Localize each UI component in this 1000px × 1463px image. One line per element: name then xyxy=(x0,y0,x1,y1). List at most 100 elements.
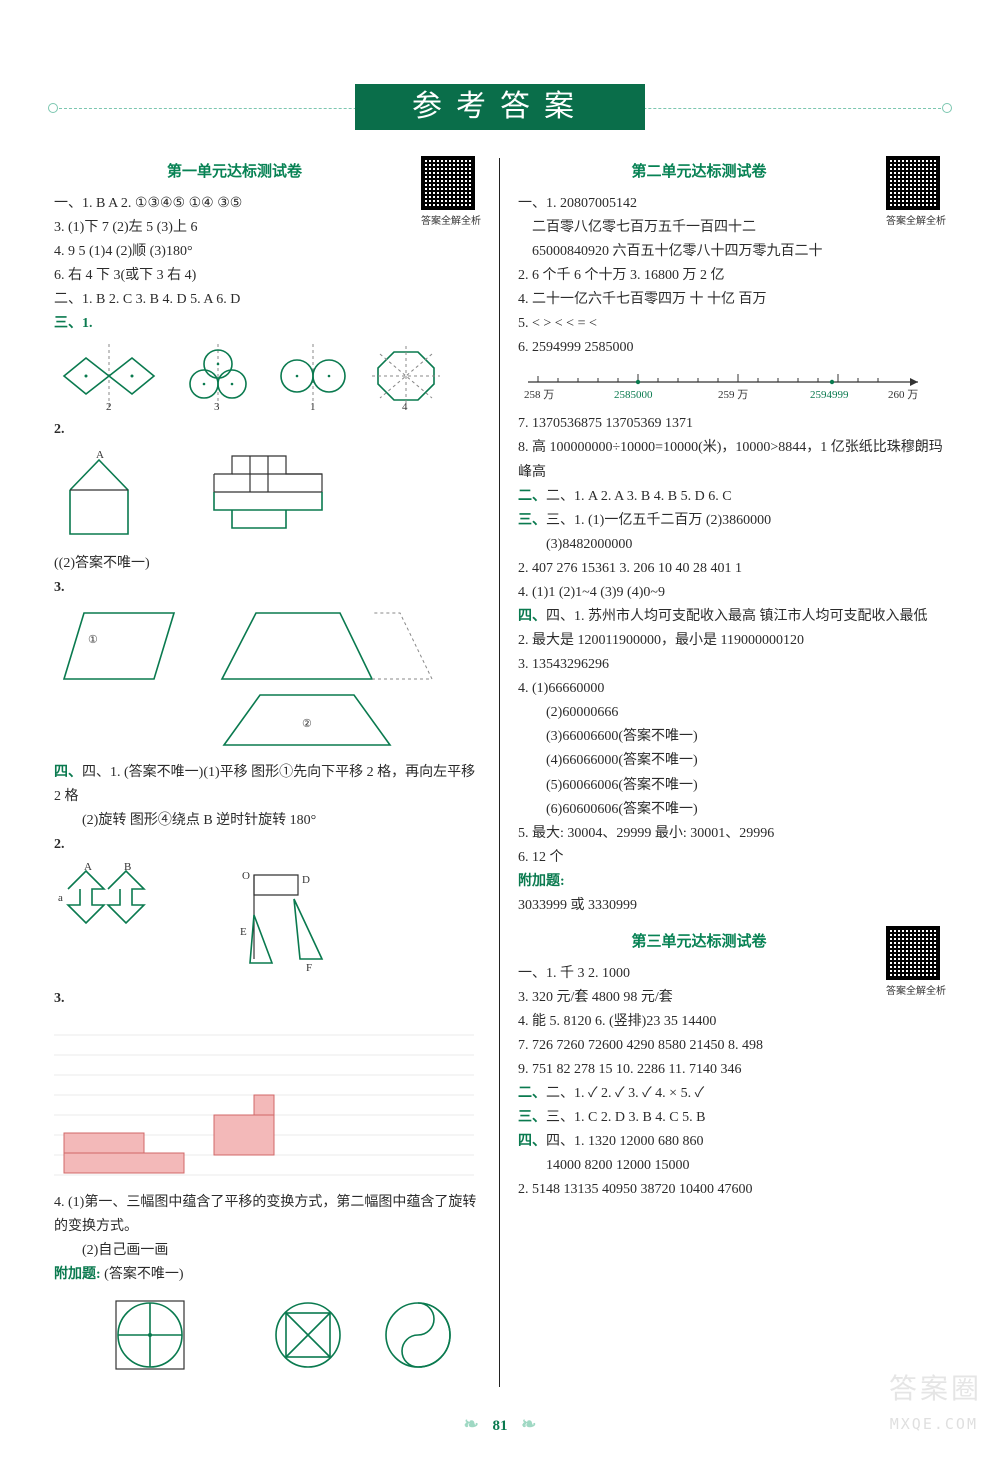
u3-line: 4. 能 5. 8120 6. (竖排)23 35 14400 xyxy=(518,1010,946,1034)
t: 三、1. (1)一亿五千二百万 (2)3860000 xyxy=(546,513,771,528)
u2-line: 7. 1370536875 13705369 1371 xyxy=(518,412,946,436)
u1-line: 四、四、1. (答案不唯一)(1)平移 图形①先向下平移 2 格，再向左平移 2… xyxy=(54,761,481,809)
qr-unit1: 答案全解全析 xyxy=(421,156,481,230)
u1-fig-gridblocks xyxy=(54,1015,481,1185)
u1-line: 4. 9 5 (1)4 (2)顺 (3)180° xyxy=(54,240,481,264)
u2-line: 2. 最大是 120011900000，最小是 119000000120 xyxy=(518,629,946,653)
svg-text:4: 4 xyxy=(402,401,408,412)
footer-ornament-icon: ❧ xyxy=(454,1414,489,1434)
u3-line: 三、三、1. C 2. D 3. B 4. C 5. B xyxy=(518,1106,946,1130)
u2-number-line: 258 万 2585000 259 万 2594999 260 万 xyxy=(518,364,946,406)
u2-line: 三、三、1. (1)一亿五千二百万 (2)3860000 xyxy=(518,509,946,533)
u2-line: 5. 最大: 30004、29999 最小: 30001、29996 xyxy=(518,822,946,846)
svg-text:258 万: 258 万 xyxy=(524,389,554,401)
footer-ornament-icon: ❧ xyxy=(511,1414,546,1434)
u1-sec3-label: 三、1. xyxy=(54,316,93,331)
page-number: 81 xyxy=(493,1418,508,1434)
u2-line: 3. 13543296296 xyxy=(518,653,946,677)
u1-fig-rotation: AB a OD E F xyxy=(54,861,481,981)
u3-line: 一、1. 千 3 2. 1000 xyxy=(518,962,946,986)
svg-text:F: F xyxy=(306,962,312,974)
u2-line: 5. < > < < = < xyxy=(518,312,946,336)
u2-line: (3)66006600(答案不唯一) xyxy=(518,725,946,749)
qr-unit3: 答案全解全析 xyxy=(886,926,946,1000)
u3-line: 二、二、1. ✓ 2. ✓ 3. ✓ 4. × 5. ✓ xyxy=(518,1082,946,1106)
u2-line: 4. 二十一亿六千七百零四万 十 十亿 百万 xyxy=(518,288,946,312)
qr-code-icon xyxy=(421,156,475,210)
u2-line: 4. (1)66660000 xyxy=(518,677,946,701)
u1-note: ((2)答案不唯一) xyxy=(54,552,481,576)
unit1-title: 第一单元达标测试卷 xyxy=(54,160,481,186)
u2-line: 8. 高 100000000÷10000=10000(米)，10000>8844… xyxy=(518,436,946,484)
u3-line: 四、四、1. 1320 12000 680 860 xyxy=(518,1130,946,1154)
svg-text:1: 1 xyxy=(310,401,316,412)
u2-line: 2. 6 个千 6 个十万 3. 16800 万 2 亿 xyxy=(518,264,946,288)
u1-line: 三、1. xyxy=(54,312,481,336)
u2-extra-label: 附加题: xyxy=(518,870,946,894)
t: 四、1. 苏州市人均可支配收入最高 镇江市人均可支配收入最低 xyxy=(546,609,928,624)
svg-text:2585000: 2585000 xyxy=(614,389,653,401)
u3-line: 2. 5148 13135 40950 38720 10400 47600 xyxy=(518,1178,946,1202)
header-dot-left xyxy=(48,103,58,113)
svg-text:E: E xyxy=(240,926,247,938)
u2-line: (2)60000666 xyxy=(518,701,946,725)
svg-text:D: D xyxy=(302,874,310,886)
t: 二、1. A 2. A 3. B 4. B 5. D 6. C xyxy=(546,489,732,504)
u2-line: 一、1. 20807005142 xyxy=(518,192,946,216)
qr-caption: 答案全解全析 xyxy=(421,213,481,230)
u2-line: 65000840920 六百五十亿零八十四万零九百二十 xyxy=(518,240,946,264)
svg-text:260 万: 260 万 xyxy=(888,389,918,401)
u2-line: 6. 2594999 2585000 xyxy=(518,336,946,360)
u3-line: 7. 726 7260 72600 4290 8580 21450 8. 498 xyxy=(518,1034,946,1058)
qr-caption: 答案全解全析 xyxy=(886,213,946,230)
t: 四、1. 1320 12000 680 860 xyxy=(546,1134,704,1149)
u1-line: (2)旋转 图形④绕点 B 逆时针旋转 180° xyxy=(54,809,481,833)
svg-text:a: a xyxy=(58,892,63,904)
u2-line: 四、四、1. 苏州市人均可支配收入最高 镇江市人均可支配收入最低 xyxy=(518,605,946,629)
svg-text:3: 3 xyxy=(214,401,220,412)
u1-line: (2)自己画一画 xyxy=(54,1239,481,1263)
u1-fig-trapezoids: ① ② xyxy=(54,605,481,755)
fig1-label: 2 xyxy=(106,401,112,412)
u1-line: 2. xyxy=(54,833,481,857)
svg-text:A: A xyxy=(96,449,104,461)
u1-text: 四、1. (答案不唯一)(1)平移 图形①先向下平移 2 格，再向左平移 2 格 xyxy=(54,765,475,804)
u1-line: 3. xyxy=(54,987,481,1011)
u1-line: 2. xyxy=(54,418,481,442)
qr-code-icon xyxy=(886,926,940,980)
u3-line: 3. 320 元/套 4800 98 元/套 xyxy=(518,986,946,1010)
qr-caption: 答案全解全析 xyxy=(886,983,946,1000)
svg-text:A: A xyxy=(84,861,92,873)
svg-text:B: B xyxy=(124,861,131,873)
qr-code-icon xyxy=(886,156,940,210)
u1-fig-circles-patterns xyxy=(54,1291,481,1381)
page-footer: ❧ 81 ❧ xyxy=(0,1414,1000,1435)
u1-line: 4. (1)第一、三幅图中蕴含了平移的变换方式，第二幅图中蕴含了旋转的变换方式。 xyxy=(54,1191,481,1239)
page-banner: 参考答案 xyxy=(355,84,645,130)
t: 三、1. C 2. D 3. B 4. C 5. B xyxy=(546,1110,705,1125)
u3-line: 14000 8200 12000 15000 xyxy=(518,1154,946,1178)
header-dot-right xyxy=(942,103,952,113)
u2-line: 6. 12 个 xyxy=(518,846,946,870)
svg-text:2594999: 2594999 xyxy=(810,389,849,401)
u1-line: 6. 右 4 下 3(或下 3 右 4) xyxy=(54,264,481,288)
svg-text:②: ② xyxy=(302,718,312,730)
u2-line: 二百零八亿零七百万五千一百四十二 xyxy=(518,216,946,240)
u2-line: 4. (1)1 (2)1~4 (3)9 (4)0~9 xyxy=(518,581,946,605)
u3-line: 9. 751 82 278 15 10. 2286 11. 7140 346 xyxy=(518,1058,946,1082)
column-left: 答案全解全析 第一单元达标测试卷 一、1. B A 2. ①③④⑤ ①④ ③⑤ … xyxy=(54,158,500,1387)
u1-line: 附加题: (答案不唯一) xyxy=(54,1263,481,1287)
u1-fig-grid-shapes: A xyxy=(54,446,481,546)
u1-line: 一、1. B A 2. ①③④⑤ ①④ ③⑤ xyxy=(54,192,481,216)
qr-unit2: 答案全解全析 xyxy=(886,156,946,230)
unit3-title: 第三单元达标测试卷 xyxy=(518,930,946,956)
u1-line: 3. (1)下 7 (2)左 5 (3)上 6 xyxy=(54,216,481,240)
u1-fig-symmetry-row: 2 3 1 4 xyxy=(54,340,481,412)
u2-line: (5)60066006(答案不唯一) xyxy=(518,774,946,798)
u2-line: 二、二、1. A 2. A 3. B 4. B 5. D 6. C xyxy=(518,485,946,509)
u2-line: 3033999 或 3330999 xyxy=(518,894,946,918)
column-right: 答案全解全析 第二单元达标测试卷 一、1. 20807005142 二百零八亿零… xyxy=(500,158,946,1387)
svg-text:259 万: 259 万 xyxy=(718,389,748,401)
u2-line: (3)8482000000 xyxy=(518,533,946,557)
u1-line: 3. xyxy=(54,576,481,600)
